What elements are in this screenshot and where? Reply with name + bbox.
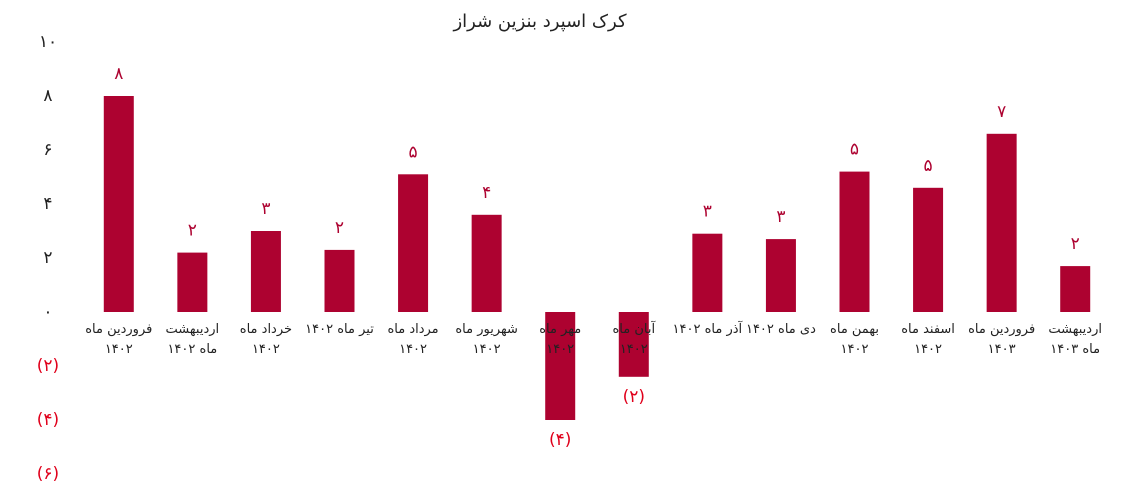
bar: [986, 133, 1017, 312]
bar: [618, 312, 649, 377]
data-label: ۴: [482, 183, 491, 203]
x-tick-label: بهمن ماه ۱۴۰۲: [830, 322, 879, 357]
x-tick-label: آبان ماه ۱۴۰۲: [612, 322, 656, 357]
data-label: ۲: [1071, 234, 1080, 254]
bar: [398, 174, 429, 312]
data-label: ۳: [261, 199, 270, 219]
data-label: ۵: [409, 142, 418, 162]
data-label: ۳: [776, 207, 785, 227]
bar: [177, 252, 208, 312]
y-tick-label: (۴): [37, 410, 59, 430]
data-label: ۲: [335, 218, 344, 238]
data-label: ۸: [114, 64, 123, 84]
data-label: ۳: [703, 202, 712, 222]
x-tick-label: خرداد ماه ۱۴۰۲: [239, 322, 293, 357]
bar: [471, 214, 502, 312]
y-tick-label: ۴: [43, 194, 52, 214]
bar: [1060, 266, 1091, 312]
x-tick-label: شهریور ماه ۱۴۰۲: [455, 322, 518, 357]
data-label: (۲): [623, 387, 645, 407]
x-tick-label: دی ماه ۱۴۰۲: [745, 322, 816, 337]
chart-title: کرک اسپرد بنزین شراز: [452, 11, 626, 32]
bar: [545, 312, 576, 420]
y-tick-label: ۱۰: [39, 32, 57, 52]
x-tick-label: مهر ماه ۱۴۰۲: [539, 322, 582, 357]
bar: [250, 231, 281, 312]
data-label: ۵: [924, 156, 933, 176]
x-tick-label: فروردین ماه ۱۴۰۲: [85, 322, 153, 357]
x-tick-label: مرداد ماه ۱۴۰۲: [387, 322, 439, 357]
y-tick-label: (۶): [37, 464, 59, 484]
data-label: ۵: [850, 140, 859, 160]
y-tick-label: ۶: [43, 140, 52, 160]
bar: [913, 187, 944, 312]
x-tick-label: اردیبهشت ماه ۱۴۰۳: [1048, 322, 1102, 357]
data-label: ۷: [997, 102, 1006, 122]
bar: [692, 233, 723, 312]
bar: [324, 249, 355, 312]
x-tick-label: اردیبهشت ماه ۱۴۰۲: [165, 322, 220, 357]
y-tick-label: ۲: [43, 248, 52, 268]
y-tick-label: ۰: [43, 302, 52, 322]
x-tick-label: فروردین ماه ۱۴۰۳: [968, 322, 1036, 357]
data-label: (۴): [549, 430, 571, 450]
y-tick-label: ۸: [43, 86, 52, 106]
data-label: ۲: [188, 221, 197, 241]
bar: [839, 171, 870, 312]
bar: [103, 96, 134, 312]
y-tick-label: (۲): [37, 356, 59, 376]
x-tick-label: تیر ماه ۱۴۰۲: [305, 322, 374, 337]
x-tick-label: آذر ماه ۱۴۰۲: [672, 322, 743, 337]
x-tick-label: اسفند ماه ۱۴۰۲: [901, 322, 955, 357]
bar: [765, 239, 796, 312]
